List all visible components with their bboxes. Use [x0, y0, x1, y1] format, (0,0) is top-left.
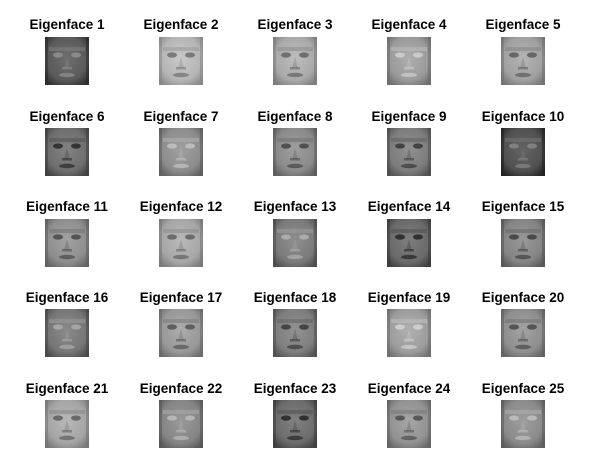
- eigenface-image: [501, 37, 545, 85]
- eigenface-image: [501, 400, 545, 448]
- eigenface-title: Eigenface 16: [25, 290, 109, 305]
- eigenface-image: [273, 37, 317, 85]
- eigenface-title: Eigenface 20: [481, 290, 565, 305]
- eigenface-title: Eigenface 17: [139, 290, 223, 305]
- eigenface-image: [273, 219, 317, 267]
- eigenface-title: Eigenface 14: [367, 199, 451, 214]
- eigenface-title: Eigenface 23: [253, 381, 337, 396]
- eigenface-image: [159, 309, 203, 357]
- eigenface-title: Eigenface 1: [29, 17, 105, 32]
- eigenface-image: [501, 219, 545, 267]
- eigenface-title: Eigenface 24: [367, 381, 451, 396]
- eigenface-title: Eigenface 7: [143, 109, 219, 124]
- eigenface-image: [159, 400, 203, 448]
- eigenface-title: Eigenface 25: [481, 381, 565, 396]
- eigenface-image: [387, 37, 431, 85]
- eigenface-title: Eigenface 18: [253, 290, 337, 305]
- eigenface-image: [501, 128, 545, 176]
- eigenface-image: [387, 309, 431, 357]
- eigenface-image: [45, 37, 89, 85]
- eigenface-title: Eigenface 13: [253, 199, 337, 214]
- eigenface-image: [45, 128, 89, 176]
- eigenface-image: [45, 309, 89, 357]
- eigenface-image: [159, 219, 203, 267]
- eigenface-title: Eigenface 10: [481, 109, 565, 124]
- eigenface-title: Eigenface 6: [29, 109, 105, 124]
- eigenface-title: Eigenface 19: [367, 290, 451, 305]
- eigenface-image: [45, 219, 89, 267]
- eigenface-image: [273, 128, 317, 176]
- eigenface-image: [273, 400, 317, 448]
- eigenface-title: Eigenface 3: [257, 17, 333, 32]
- eigenface-title: Eigenface 15: [481, 199, 565, 214]
- eigenface-image: [501, 309, 545, 357]
- eigenface-image: [273, 309, 317, 357]
- eigenface-title: Eigenface 11: [26, 199, 108, 214]
- eigenface-title: Eigenface 21: [25, 381, 109, 396]
- eigenface-title: Eigenface 22: [139, 381, 223, 396]
- eigenface-title: Eigenface 4: [371, 17, 447, 32]
- eigenface-title: Eigenface 8: [257, 109, 333, 124]
- eigenface-image: [159, 128, 203, 176]
- eigenface-image: [387, 219, 431, 267]
- eigenface-title: Eigenface 5: [485, 17, 561, 32]
- eigenface-image: [45, 400, 89, 448]
- eigenface-image: [387, 400, 431, 448]
- eigenface-title: Eigenface 2: [143, 17, 219, 32]
- eigenface-image: [387, 128, 431, 176]
- eigenface-title: Eigenface 12: [139, 199, 223, 214]
- eigenface-title: Eigenface 9: [371, 109, 447, 124]
- eigenface-image: [159, 37, 203, 85]
